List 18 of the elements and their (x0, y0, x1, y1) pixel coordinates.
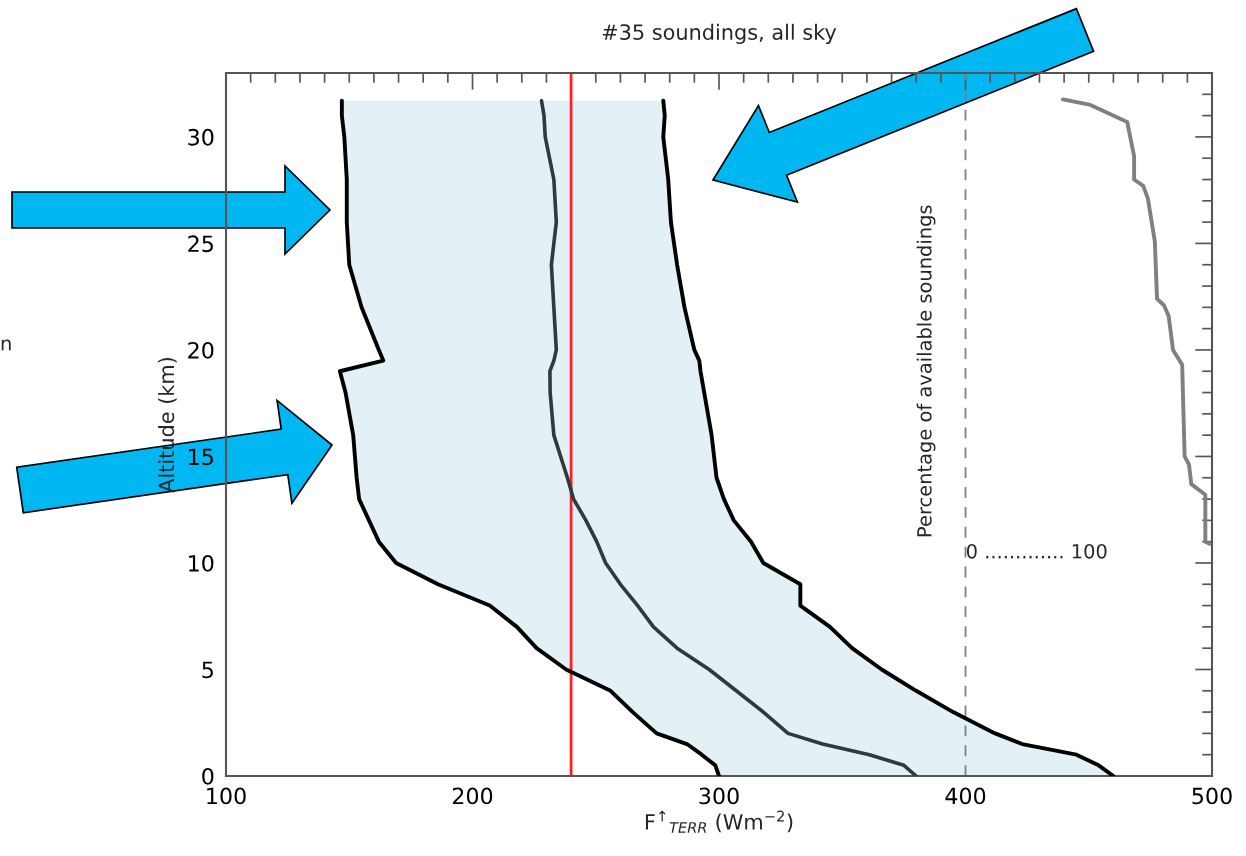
x-tick-label: 200 (452, 787, 493, 805)
x-tick-label: 100 (207, 787, 246, 805)
annotation: 0 ............. 100 (966, 543, 1107, 559)
y-tick-label: 20 (188, 341, 214, 359)
x-axis-title: F$^{↑}$$_{TERR}$ (Wm$^{−2}$) (645, 810, 793, 833)
y-tick-label: 5 (202, 661, 213, 679)
y-tick-label: 30 (188, 128, 214, 146)
y-axis-title: Altitude (km) (158, 357, 177, 493)
x-tick-label: 400 (945, 787, 986, 805)
x-tick-label: 500 (1192, 787, 1232, 805)
chart-title: #35 soundings, all sky (602, 23, 837, 44)
text: n (1, 339, 11, 351)
y-tick-label: 15 (189, 448, 213, 466)
annotation: Percentage of available soundings (916, 205, 936, 537)
y-tick-label: 25 (188, 235, 213, 253)
y-tick-label: 10 (189, 554, 214, 572)
x-tick-label: 300 (699, 787, 739, 805)
y-tick-label: 0 (202, 767, 214, 785)
